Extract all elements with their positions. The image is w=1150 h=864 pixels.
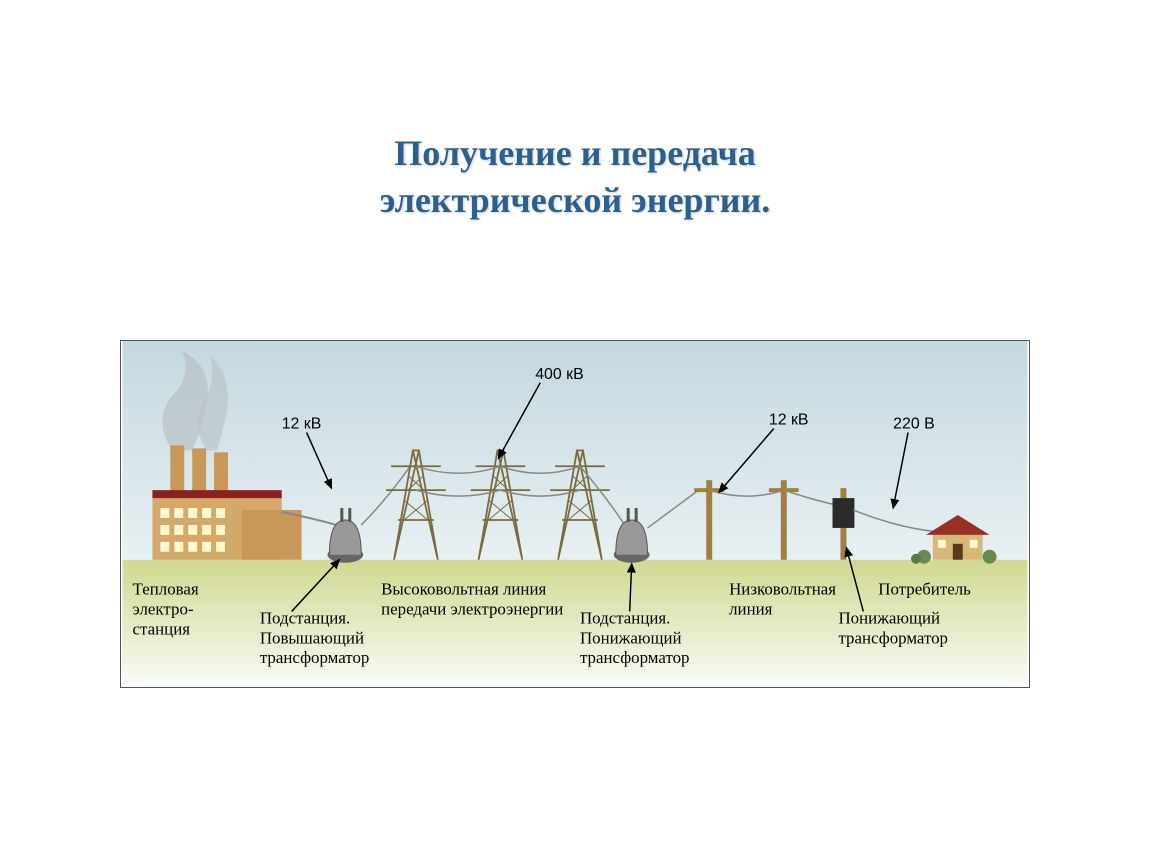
page-title: Получение и передача электрической энерг…	[0, 130, 1150, 224]
label-consumer: Потребитель	[878, 580, 971, 599]
label-step-down-1: Подстанция. Понижающий трансформатор	[580, 608, 690, 667]
label-hv-line: Высоковольтная линия передачи электроэне…	[381, 580, 563, 619]
svg-text:220 В: 220 В	[893, 415, 935, 432]
title-line-2: электрической энергии.	[380, 180, 771, 220]
label-step-up: Подстанция. Повышающий трансформатор	[260, 608, 370, 667]
power-transmission-diagram: 12 кВ 400 кВ 12 кВ 220 В Тепловая электр…	[120, 340, 1030, 688]
svg-text:12 кВ: 12 кВ	[282, 415, 322, 432]
title-line-1: Получение и передача	[394, 133, 756, 173]
svg-text:400 кВ: 400 кВ	[535, 366, 583, 383]
diagram-svg: 12 кВ 400 кВ 12 кВ 220 В Тепловая электр…	[121, 341, 1029, 687]
svg-text:12 кВ: 12 кВ	[769, 412, 809, 429]
label-step-down-2: Понижающий трансформатор	[838, 608, 948, 647]
